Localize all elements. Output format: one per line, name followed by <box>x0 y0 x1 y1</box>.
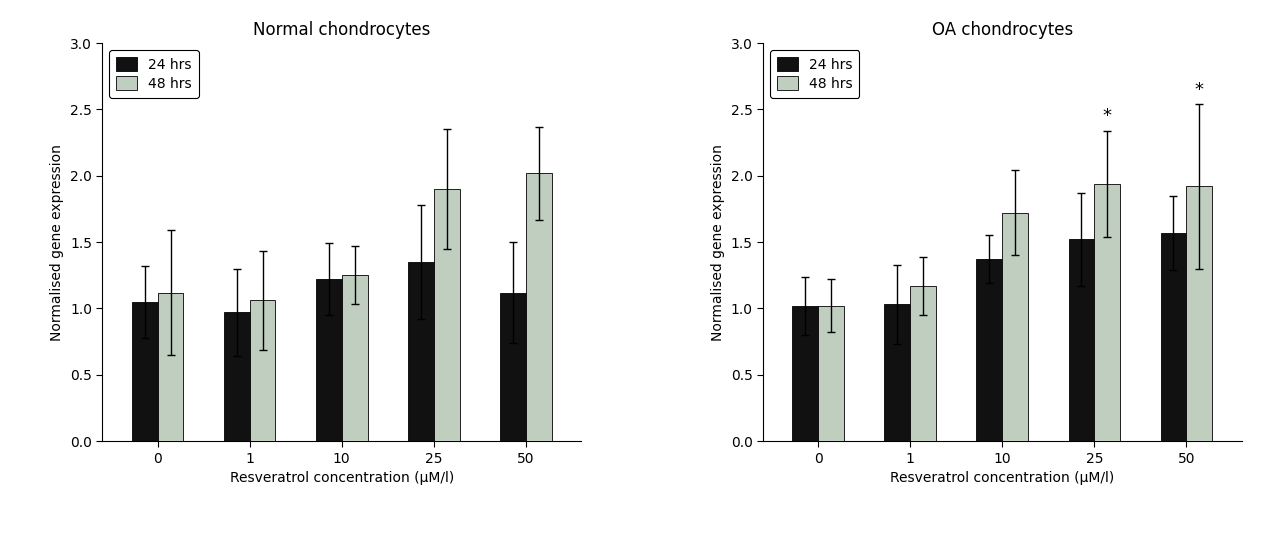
Bar <box>526 173 552 441</box>
X-axis label: Resveratrol concentration (μM/l): Resveratrol concentration (μM/l) <box>229 471 454 485</box>
Bar <box>1069 239 1094 441</box>
Bar <box>1002 213 1028 441</box>
Bar <box>342 275 367 441</box>
Bar <box>132 302 157 441</box>
Bar <box>316 279 342 441</box>
Bar <box>977 259 1002 441</box>
Legend: 24 hrs, 48 hrs: 24 hrs, 48 hrs <box>109 50 198 98</box>
Title: Normal chondrocytes: Normal chondrocytes <box>253 20 430 39</box>
Bar <box>1094 183 1120 441</box>
Bar <box>792 306 818 441</box>
Bar <box>157 293 183 441</box>
Bar <box>884 305 910 441</box>
Title: OA chondrocytes: OA chondrocytes <box>932 20 1073 39</box>
Bar <box>434 189 460 441</box>
Y-axis label: Normalised gene expression: Normalised gene expression <box>710 144 724 341</box>
Bar <box>500 293 526 441</box>
Text: *: * <box>1194 81 1203 99</box>
Bar <box>250 301 275 441</box>
Bar <box>408 262 434 441</box>
Bar <box>910 286 936 441</box>
Legend: 24 hrs, 48 hrs: 24 hrs, 48 hrs <box>769 50 859 98</box>
Bar <box>1161 233 1187 441</box>
Bar <box>818 306 844 441</box>
Y-axis label: Normalised gene expression: Normalised gene expression <box>50 144 64 341</box>
Bar <box>1187 186 1212 441</box>
Text: *: * <box>1102 107 1112 125</box>
X-axis label: Resveratrol concentration (μM/l): Resveratrol concentration (μM/l) <box>890 471 1115 485</box>
Bar <box>224 313 250 441</box>
